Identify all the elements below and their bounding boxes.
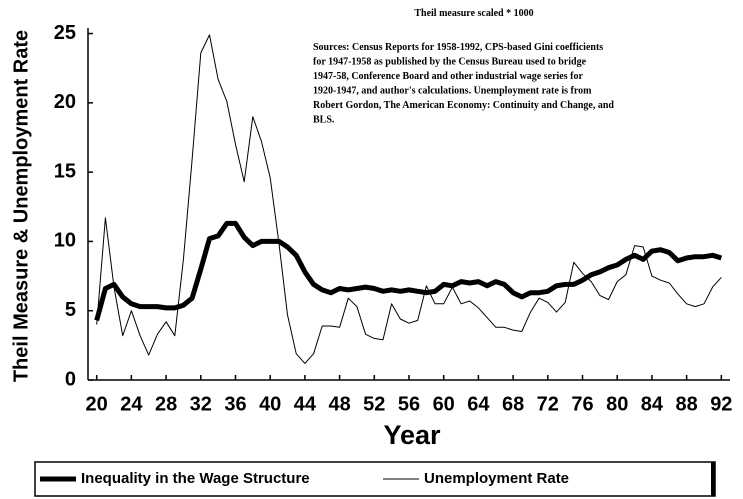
source-note: 1947-58, Conference Board and other indu… [313, 71, 583, 82]
x-tick-label: 68 [502, 393, 524, 415]
x-tick-label: 92 [710, 393, 732, 415]
y-tick-label: 20 [54, 91, 76, 113]
x-tick-label: 72 [537, 393, 559, 415]
scale-note: Theil measure scaled * 1000 [414, 8, 533, 19]
x-tick-label: 60 [433, 393, 455, 415]
y-tick-label: 0 [65, 368, 76, 390]
source-note: 1920-1947, and author's calculations. Un… [313, 86, 592, 97]
source-note: BLS. [313, 115, 335, 126]
source-note: for 1947-1958 as published by the Census… [313, 57, 587, 68]
series-line [96, 34, 722, 364]
x-tick-label: 24 [120, 393, 143, 415]
y-axis-label: Theil Measure & Unemployment Rate [10, 30, 32, 382]
x-tick-label: 56 [398, 393, 420, 415]
source-note: Sources: Census Reports for 1958-1992, C… [313, 42, 603, 53]
x-tick-label: 80 [606, 393, 628, 415]
x-tick-label: 32 [190, 393, 212, 415]
x-axis-label: Year [383, 420, 441, 450]
legend-label: Inequality in the Wage Structure [81, 470, 310, 487]
x-tick-label: 20 [86, 393, 108, 415]
y-tick-label: 15 [54, 160, 76, 182]
x-tick-label: 88 [675, 393, 697, 415]
y-tick-label: 25 [54, 22, 76, 44]
x-tick-label: 40 [259, 393, 281, 415]
x-tick-label: 44 [294, 393, 317, 415]
y-tick-label: 5 [65, 299, 76, 321]
source-note: Robert Gordon, The American Economy: Con… [313, 100, 614, 111]
legend-label: Unemployment Rate [424, 470, 569, 487]
x-tick-label: 76 [571, 393, 593, 415]
x-tick-label: 64 [467, 393, 490, 415]
x-tick-label: 52 [363, 393, 385, 415]
y-tick-label: 10 [54, 230, 76, 252]
x-tick-label: 84 [641, 393, 664, 415]
x-tick-label: 48 [328, 393, 350, 415]
x-tick-label: 28 [155, 393, 177, 415]
x-tick-label: 36 [224, 393, 246, 415]
series-line [94, 220, 723, 322]
